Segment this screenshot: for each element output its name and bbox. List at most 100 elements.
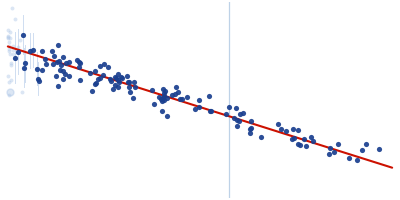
Point (35, 77, 41, 80)
Point (132, 85, 138, 89)
Point (230, 116, 237, 120)
Point (59, 69, 66, 73)
Point (310, 139, 316, 142)
Point (112, 84, 118, 87)
Point (236, 112, 243, 116)
Point (76, 79, 83, 82)
Point (179, 98, 185, 101)
Point (8, 63, 14, 66)
Point (208, 109, 214, 113)
Point (115, 73, 121, 76)
Point (22, 62, 29, 65)
Point (118, 77, 125, 80)
Point (303, 144, 310, 147)
Point (247, 119, 254, 122)
Point (226, 105, 232, 108)
Point (5, 36, 11, 39)
Point (10, 49, 16, 52)
Point (115, 79, 121, 82)
Point (62, 72, 68, 75)
Point (15, 46, 21, 49)
Point (248, 126, 254, 129)
Point (363, 142, 370, 145)
Point (346, 157, 352, 160)
Point (5, 74, 11, 78)
Point (56, 60, 63, 63)
Point (124, 75, 130, 78)
Point (127, 90, 133, 94)
Point (149, 88, 155, 91)
Point (206, 94, 212, 98)
Point (36, 79, 42, 82)
Point (330, 150, 337, 153)
Point (297, 143, 303, 146)
Point (6, 40, 12, 43)
Point (112, 76, 118, 79)
Point (161, 94, 168, 98)
Point (76, 60, 82, 63)
Point (240, 112, 246, 115)
Point (289, 138, 295, 141)
Point (126, 81, 133, 84)
Point (105, 65, 112, 69)
Point (66, 75, 72, 78)
Point (358, 148, 365, 151)
Point (126, 85, 132, 89)
Point (100, 73, 106, 76)
Point (172, 93, 178, 96)
Point (157, 97, 164, 100)
Point (150, 103, 157, 106)
Point (101, 63, 107, 66)
Point (161, 98, 168, 102)
Point (6, 30, 13, 33)
Point (160, 87, 166, 91)
Point (113, 76, 119, 79)
Point (30, 48, 36, 52)
Point (97, 77, 103, 80)
Point (257, 135, 264, 139)
Point (58, 63, 64, 66)
Point (49, 50, 56, 53)
Point (130, 96, 136, 99)
Point (282, 129, 289, 132)
Point (63, 62, 70, 65)
Point (54, 61, 60, 64)
Point (12, 17, 18, 20)
Point (55, 44, 61, 47)
Point (16, 38, 23, 42)
Point (206, 110, 213, 113)
Point (125, 80, 131, 83)
Point (278, 128, 284, 131)
Point (55, 85, 61, 88)
Point (38, 69, 45, 72)
Point (34, 67, 40, 70)
Point (234, 118, 240, 122)
Point (118, 76, 125, 79)
Point (12, 56, 18, 59)
Point (177, 97, 183, 100)
Point (295, 143, 301, 146)
Point (66, 60, 72, 64)
Point (20, 33, 26, 36)
Point (42, 58, 48, 61)
Point (43, 63, 49, 66)
Point (110, 87, 116, 90)
Point (196, 105, 202, 109)
Point (131, 81, 137, 84)
Point (6, 49, 12, 52)
Point (156, 95, 162, 98)
Point (50, 62, 56, 65)
Point (8, 61, 14, 65)
Point (196, 99, 202, 102)
Point (26, 49, 33, 52)
Point (169, 93, 176, 96)
Point (92, 83, 98, 86)
Point (301, 137, 308, 140)
Point (159, 110, 166, 113)
Point (15, 50, 22, 53)
Point (335, 143, 342, 146)
Point (21, 66, 27, 69)
Point (6, 52, 13, 55)
Point (159, 100, 165, 103)
Point (87, 72, 93, 75)
